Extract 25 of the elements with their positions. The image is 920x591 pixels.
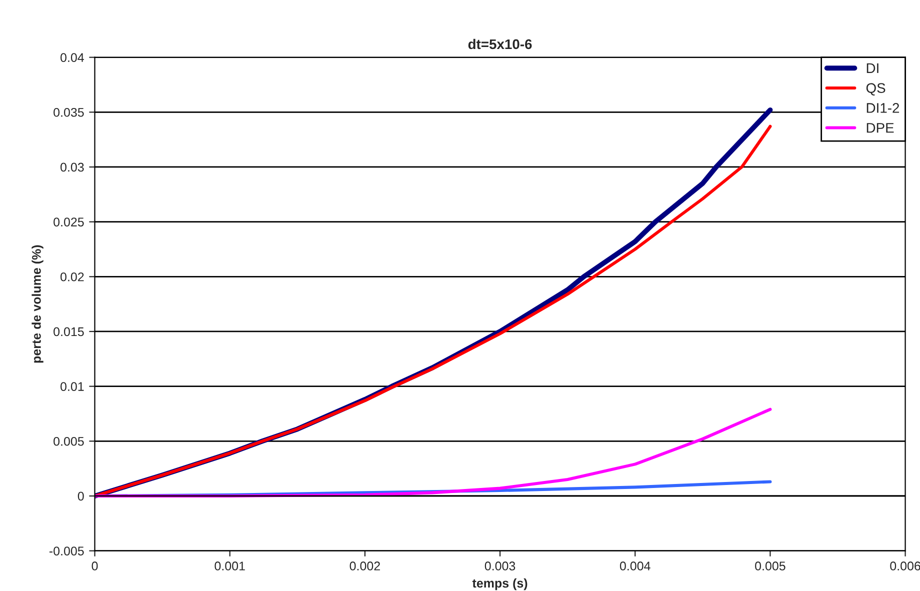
line-series xyxy=(94,408,772,498)
x-tick-label: 0.004 xyxy=(620,562,650,570)
x-tick-label: 0 xyxy=(92,562,98,570)
legend-label: DPE xyxy=(866,123,894,133)
y-tick-label: 0 xyxy=(78,492,84,501)
y-tick-label: 0.01 xyxy=(60,382,84,391)
y-axis-title: perte de volume (%) xyxy=(32,245,44,363)
x-tick-label: 0.002 xyxy=(350,562,380,570)
y-tick-label: 0.015 xyxy=(54,327,84,336)
x-tick-label: 0.003 xyxy=(484,562,516,570)
y-tick-label: 0.005 xyxy=(54,436,84,446)
chart-title: dt=5x10-6 xyxy=(468,38,532,50)
y-tick-label: 0.02 xyxy=(60,272,84,282)
y-tick-label: -0.005 xyxy=(49,546,84,556)
x-tick-label: 0.005 xyxy=(755,562,786,570)
x-tick-label: 0.001 xyxy=(214,562,245,570)
y-tick-label: 0.04 xyxy=(60,53,84,62)
y-tick-label: 0.035 xyxy=(54,108,84,117)
x-axis-title: temps (s) xyxy=(472,578,528,590)
legend-label: DI xyxy=(866,63,878,73)
legend-label: DI1-2 xyxy=(866,103,900,113)
legend-label: QS xyxy=(866,83,886,96)
x-tick-label: 0.006 xyxy=(890,562,920,570)
y-tick-label: 0.025 xyxy=(54,218,84,226)
y-tick-label: 0.03 xyxy=(60,162,84,172)
